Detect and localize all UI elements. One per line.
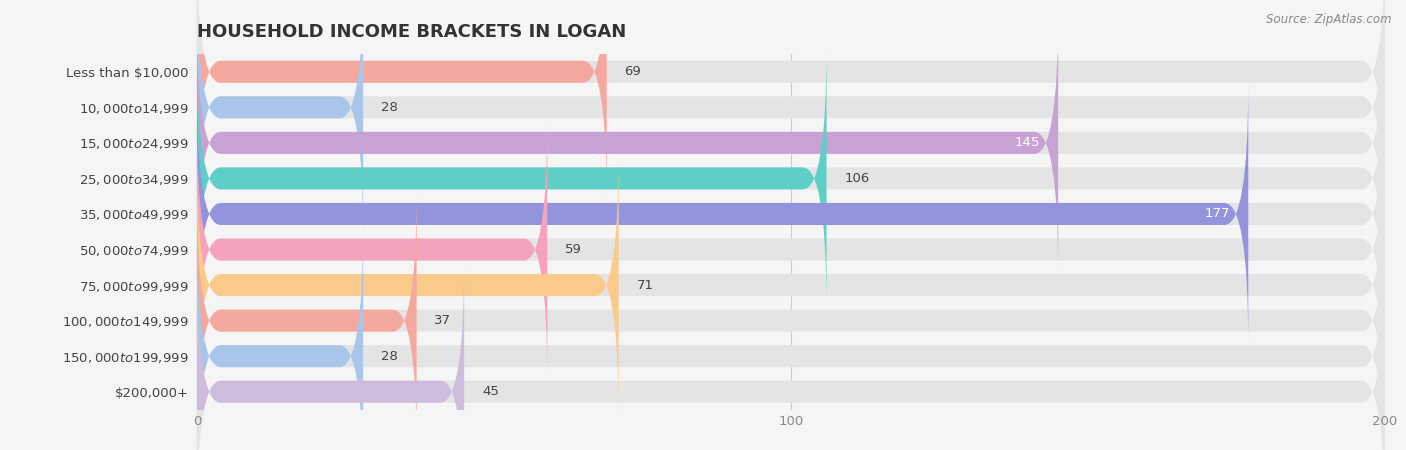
Text: HOUSEHOLD INCOME BRACKETS IN LOGAN: HOUSEHOLD INCOME BRACKETS IN LOGAN <box>197 23 626 41</box>
FancyBboxPatch shape <box>197 0 363 238</box>
Text: 69: 69 <box>624 65 641 78</box>
FancyBboxPatch shape <box>197 0 607 203</box>
FancyBboxPatch shape <box>197 0 1385 203</box>
Text: 28: 28 <box>381 101 398 114</box>
FancyBboxPatch shape <box>197 47 827 310</box>
Text: 59: 59 <box>565 243 582 256</box>
Text: 71: 71 <box>637 279 654 292</box>
FancyBboxPatch shape <box>197 225 363 450</box>
Text: Source: ZipAtlas.com: Source: ZipAtlas.com <box>1267 14 1392 27</box>
Text: 37: 37 <box>434 314 451 327</box>
FancyBboxPatch shape <box>197 261 1385 450</box>
FancyBboxPatch shape <box>197 225 1385 450</box>
Text: 145: 145 <box>1015 136 1040 149</box>
FancyBboxPatch shape <box>197 189 416 450</box>
FancyBboxPatch shape <box>197 118 1385 381</box>
FancyBboxPatch shape <box>197 154 619 416</box>
Text: 106: 106 <box>845 172 869 185</box>
FancyBboxPatch shape <box>197 83 1249 345</box>
FancyBboxPatch shape <box>197 189 1385 450</box>
FancyBboxPatch shape <box>197 47 1385 310</box>
FancyBboxPatch shape <box>197 12 1385 274</box>
FancyBboxPatch shape <box>197 118 547 381</box>
FancyBboxPatch shape <box>197 83 1385 345</box>
FancyBboxPatch shape <box>197 12 1059 274</box>
FancyBboxPatch shape <box>197 154 1385 416</box>
FancyBboxPatch shape <box>197 261 464 450</box>
FancyBboxPatch shape <box>197 0 1385 238</box>
Text: 45: 45 <box>482 385 499 398</box>
Text: 28: 28 <box>381 350 398 363</box>
Text: 177: 177 <box>1205 207 1230 220</box>
